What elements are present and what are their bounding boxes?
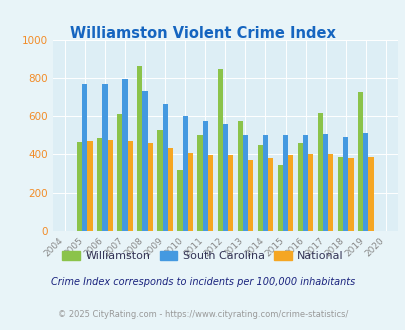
Bar <box>142 91 147 231</box>
Bar <box>102 83 107 231</box>
Bar <box>282 135 288 231</box>
Bar <box>222 124 227 231</box>
Bar <box>362 133 367 231</box>
Bar <box>307 154 313 231</box>
Bar <box>77 142 82 231</box>
Bar <box>328 154 333 231</box>
Bar <box>257 145 262 231</box>
Bar <box>188 152 192 231</box>
Bar <box>302 135 307 231</box>
Bar <box>117 114 122 231</box>
Bar <box>322 134 328 231</box>
Bar <box>182 116 188 231</box>
Bar <box>227 155 232 231</box>
Bar <box>262 135 267 231</box>
Bar <box>367 157 373 231</box>
Bar <box>122 79 127 231</box>
Bar <box>342 137 347 231</box>
Bar <box>242 135 247 231</box>
Bar <box>87 141 92 231</box>
Bar <box>267 158 273 231</box>
Bar <box>162 104 167 231</box>
Bar <box>317 113 322 231</box>
Legend: Williamston, South Carolina, National: Williamston, South Carolina, National <box>58 247 347 266</box>
Bar <box>157 130 162 231</box>
Bar <box>207 155 213 231</box>
Bar <box>357 92 362 231</box>
Text: Crime Index corresponds to incidents per 100,000 inhabitants: Crime Index corresponds to incidents per… <box>51 278 354 287</box>
Bar <box>237 121 242 231</box>
Bar <box>288 155 293 231</box>
Bar <box>277 165 282 231</box>
Bar <box>167 148 173 231</box>
Bar <box>197 135 202 231</box>
Bar <box>82 83 87 231</box>
Bar <box>147 143 153 231</box>
Bar <box>347 158 353 231</box>
Bar <box>337 157 342 231</box>
Bar <box>127 141 132 231</box>
Bar <box>137 66 142 231</box>
Bar <box>297 143 302 231</box>
Bar <box>217 69 222 231</box>
Text: © 2025 CityRating.com - https://www.cityrating.com/crime-statistics/: © 2025 CityRating.com - https://www.city… <box>58 310 347 319</box>
Bar <box>107 140 113 231</box>
Text: Williamston Violent Crime Index: Williamston Violent Crime Index <box>70 26 335 41</box>
Bar <box>97 138 102 231</box>
Bar <box>177 170 182 231</box>
Bar <box>202 121 207 231</box>
Bar <box>247 160 253 231</box>
